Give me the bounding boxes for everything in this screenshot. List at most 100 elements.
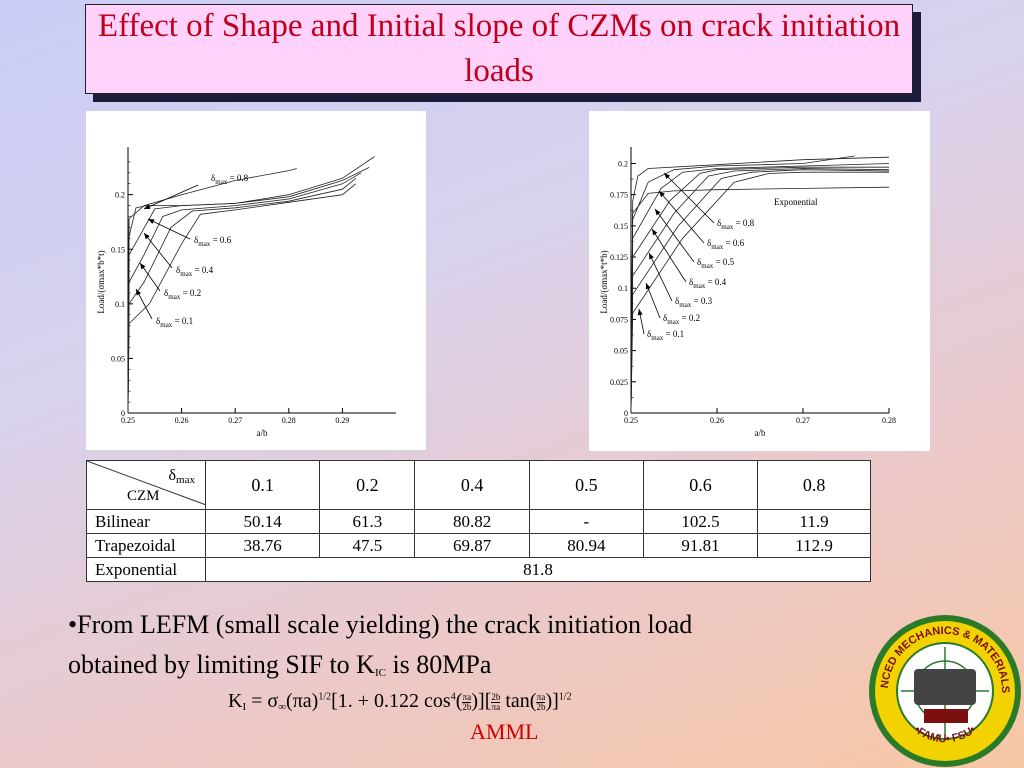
annotation-label: δmax = 0.8 xyxy=(211,173,249,186)
table-cell-merged: 81.8 xyxy=(205,557,871,582)
x-tick-label: 0.28 xyxy=(282,416,296,425)
arrowhead xyxy=(659,191,665,198)
y-tick-label: 0.1 xyxy=(115,300,125,309)
series-line xyxy=(127,168,297,414)
slide-title: Effect of Shape and Initial slope of CZM… xyxy=(85,4,913,94)
table-cell: 11.9 xyxy=(757,509,871,534)
table-row: Exponential 81.8 xyxy=(86,557,871,582)
arrowhead xyxy=(144,233,150,240)
series-line xyxy=(630,169,890,414)
annotation-arrow xyxy=(651,228,687,283)
annotation-label: δmax = 0.8 xyxy=(717,218,755,231)
annotation-arrow xyxy=(654,208,695,263)
table-cell: 61.3 xyxy=(319,509,416,534)
y-tick-label: 0.125 xyxy=(610,253,628,262)
bullet-text: •From LEFM (small scale yielding) the cr… xyxy=(68,605,898,693)
fraction-2b-pa: 2b πa xyxy=(491,691,501,712)
chart-right: 0.25 0.26 0.27 0.28 0 0.025 0.05 0.075 0.1 0.125 0… xyxy=(599,147,896,438)
series-line xyxy=(630,168,890,414)
table-cell: 47.5 xyxy=(319,533,416,558)
table-cell: - xyxy=(528,509,644,534)
series-line xyxy=(127,183,357,414)
y-tick-label: 0.175 xyxy=(610,191,628,200)
x-tick-label: 0.26 xyxy=(175,416,189,425)
y-axis-label: Load/(σmax*b*t) xyxy=(96,250,106,313)
annotation-label: δmax = 0.4 xyxy=(689,277,727,290)
annotation-label: δmax = 0.2 xyxy=(164,288,201,301)
series-line xyxy=(127,167,370,414)
annotation-label: δmax = 0.1 xyxy=(647,329,684,342)
row-label: Exponential xyxy=(86,557,206,582)
table-cell: 102.5 xyxy=(642,509,759,534)
table-cell: 80.94 xyxy=(528,533,644,558)
y-tick-label: 0.025 xyxy=(610,378,628,387)
annotation-arrow xyxy=(143,184,199,210)
series-line xyxy=(630,186,890,414)
corner-delta-label: δmax xyxy=(168,467,196,486)
row-label: Trapezoidal xyxy=(86,533,206,558)
series-line xyxy=(630,166,889,414)
y-tick-label: 0.05 xyxy=(614,347,628,356)
annotation-arrow xyxy=(645,282,661,319)
table-col-header: 0.8 xyxy=(757,460,871,510)
corner-diagonal xyxy=(87,461,205,505)
annotation-label: δmax = 0.6 xyxy=(194,235,232,248)
kic-symbol: KIC xyxy=(356,650,386,679)
arrowhead xyxy=(148,219,155,224)
x-tick-label: 0.25 xyxy=(624,416,638,425)
annotation-label: δmax = 0.1 xyxy=(156,316,193,329)
table-cell: 50.14 xyxy=(204,509,321,534)
fraction-pa-2b: πa 2b xyxy=(462,691,472,712)
table-cell: 69.87 xyxy=(414,533,530,558)
x-tick-label: 0.27 xyxy=(796,416,810,425)
arrowhead xyxy=(144,204,151,209)
chart-left: 0.25 0.26 0.27 0.28 0.29 0 0.05 0.1 0.15 0.2 a/b Lo… xyxy=(96,147,396,438)
arrowhead xyxy=(652,229,658,236)
x-tick-label: 0.25 xyxy=(121,416,135,425)
table-col-header: 0.6 xyxy=(642,460,759,510)
series-line xyxy=(127,156,375,414)
table-header-row: δmax CZM 0.1 0.2 0.4 0.5 0.6 0.8 xyxy=(86,460,871,510)
table-cell: 80.82 xyxy=(414,509,530,534)
series-line xyxy=(630,171,889,414)
table-row: Bilinear 50.14 61.3 80.82 - 102.5 11.9 xyxy=(86,509,871,534)
chart-left-panel: 0.25 0.26 0.27 0.28 0.29 0 0.05 0.1 0.15 0.2 a/b Lo… xyxy=(86,111,426,450)
table-cell: 38.76 xyxy=(204,533,321,558)
y-tick-label: 0.15 xyxy=(614,222,628,231)
x-axis-label: a/b xyxy=(755,428,766,438)
x-tick-label: 0.28 xyxy=(882,416,896,425)
annotation-label: δmax = 0.6 xyxy=(707,238,745,251)
y-tick-label: 0.05 xyxy=(111,354,125,363)
table-cell: 91.81 xyxy=(642,533,759,558)
y-tick-label: 0.15 xyxy=(111,245,125,254)
corner-czm-label: CZM xyxy=(127,488,160,504)
table-row: Trapezoidal 38.76 47.5 69.87 80.94 91.81… xyxy=(86,533,871,558)
arrowhead xyxy=(649,253,654,260)
series-line xyxy=(630,163,890,414)
arrowhead xyxy=(645,283,651,290)
series-line xyxy=(127,172,362,414)
arrowhead xyxy=(140,263,146,270)
x-tick-label: 0.29 xyxy=(335,416,349,425)
series-line xyxy=(127,177,357,414)
crack-load-table: δmax CZM 0.1 0.2 0.4 0.5 0.6 0.8 Bilinea… xyxy=(86,460,871,582)
annotation-arrow xyxy=(658,190,705,244)
sif-formula: KI = σ∞(πa)1/2[1. + 0.122 cos4(πa 2b)][2b… xyxy=(228,690,572,713)
annotation-label: Exponential xyxy=(774,197,818,207)
y-tick-label: 0.2 xyxy=(115,191,125,200)
bullet-line-2: obtained by limiting SIF to KIC is 80MPa xyxy=(68,650,492,679)
chart-right-panel: 0.25 0.26 0.27 0.28 0 0.025 0.05 0.075 0.1 0.125 0… xyxy=(589,111,930,451)
x-axis-label: a/b xyxy=(257,428,268,438)
row-label: Bilinear xyxy=(86,509,206,534)
x-tick-label: 0.27 xyxy=(228,416,242,425)
y-tick-label: 0 xyxy=(624,409,628,418)
y-tick-label: 0.075 xyxy=(610,315,628,324)
arrowhead xyxy=(655,209,661,216)
table-col-header: 0.2 xyxy=(319,460,416,510)
x-tick-label: 0.26 xyxy=(710,416,724,425)
arrowhead xyxy=(664,173,671,180)
y-tick-label: 0.1 xyxy=(618,284,628,293)
table-corner-cell: δmax CZM xyxy=(86,460,206,510)
amml-lab-logo: ADVANCED MECHANICS & MATERIALS LAB •FAMU… xyxy=(866,614,1021,767)
table-col-header: 0.1 xyxy=(204,460,321,510)
